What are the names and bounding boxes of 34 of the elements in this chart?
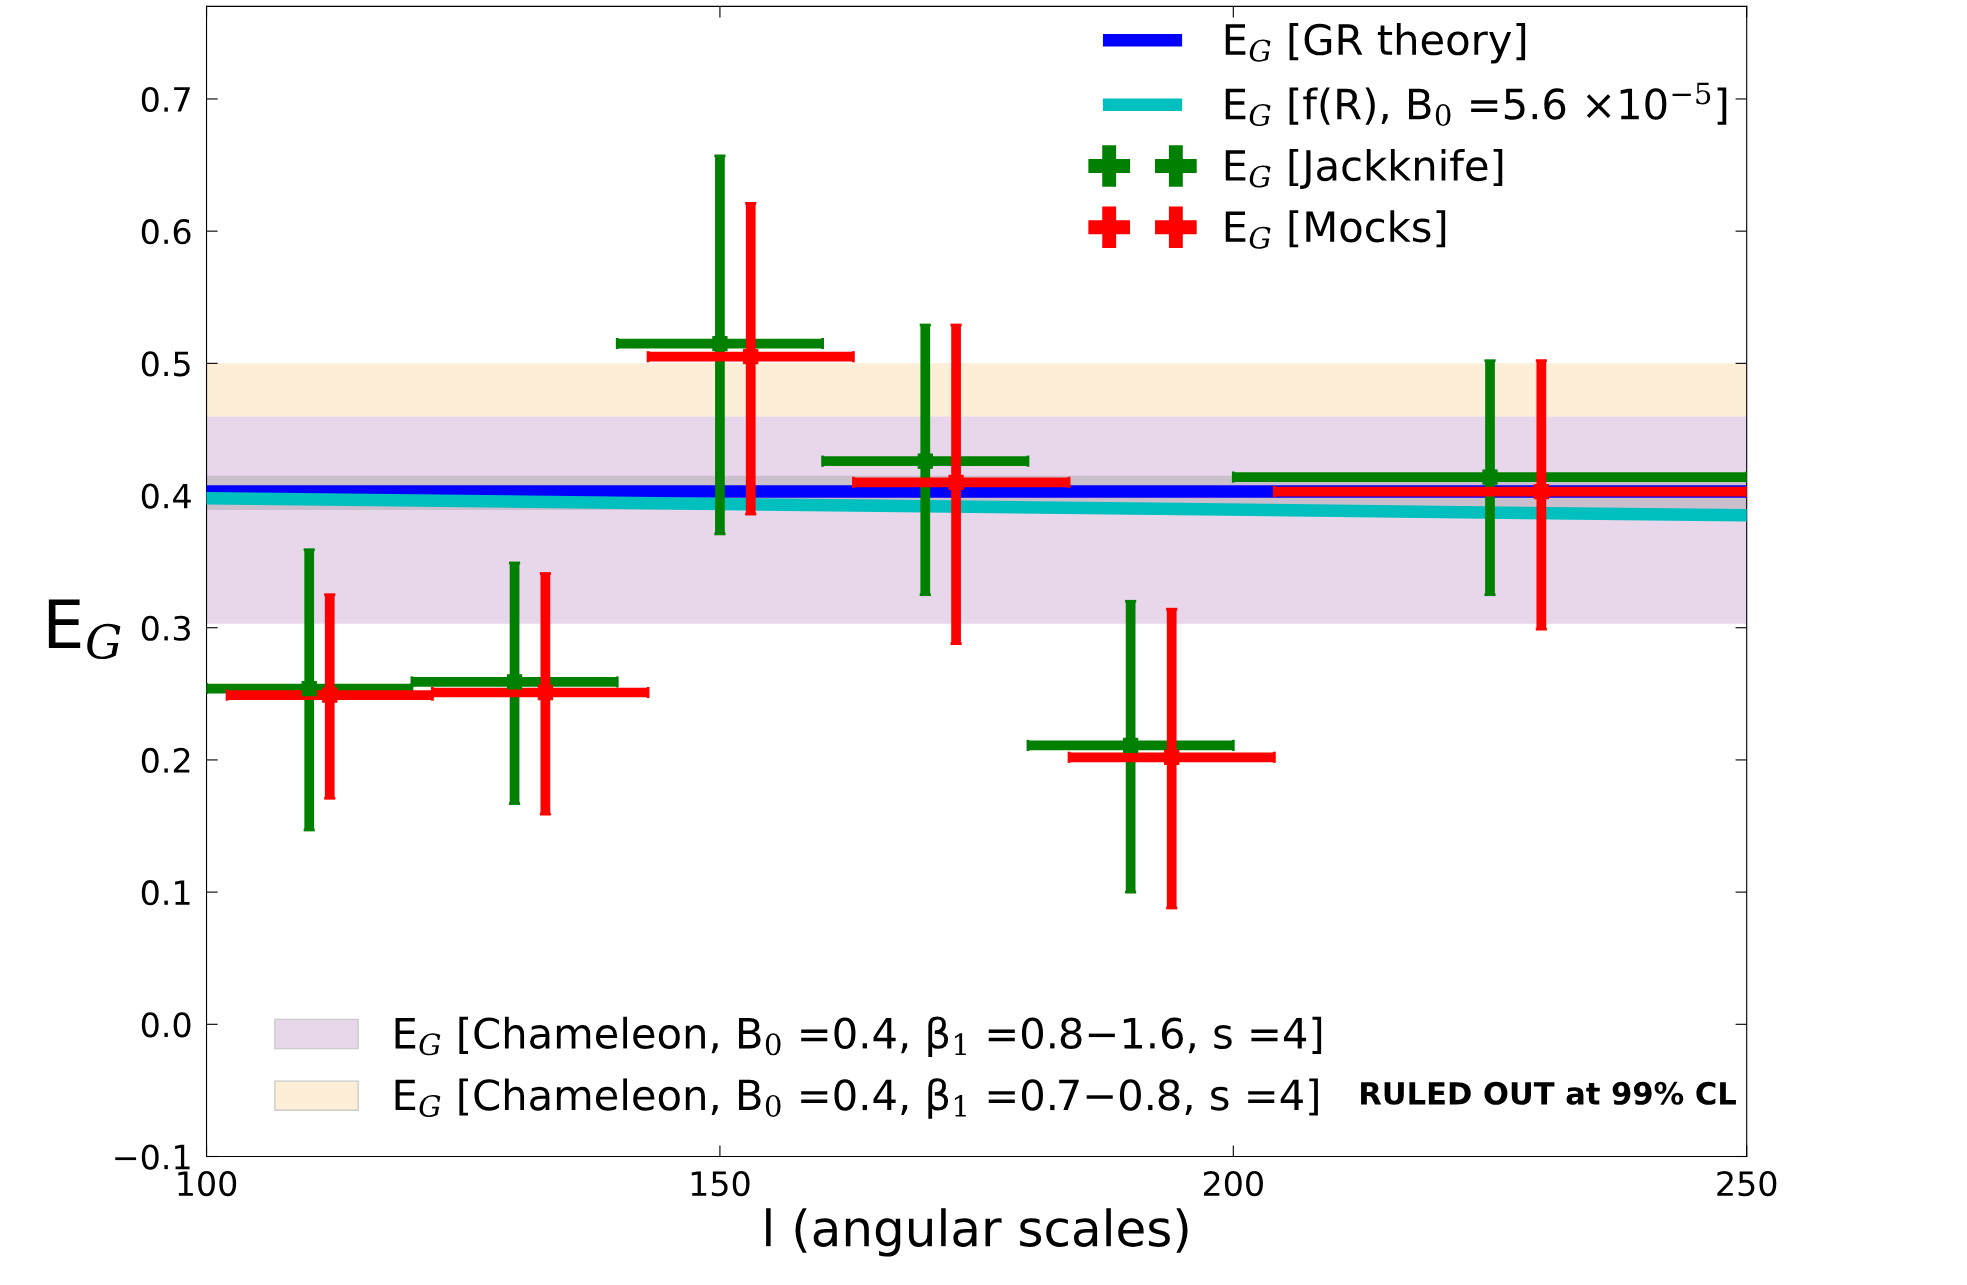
point [743, 349, 759, 365]
legend-label: E$_{G}$ [GR theory] [1225, 23, 1526, 64]
x-tick-label: 100 [178, 1170, 237, 1197]
y-tick-label: 0.5 [141, 351, 190, 377]
point [322, 687, 338, 703]
point [712, 335, 728, 352]
annotation: RULED OUT at 99% CL [1361, 1081, 1736, 1105]
y-tick-label: 0.6 [141, 219, 191, 245]
x-tick-label: 150 [691, 1170, 750, 1197]
y-tick-label: 0.3 [141, 615, 190, 641]
y-tick-label: 0.2 [141, 747, 190, 774]
point [301, 680, 317, 697]
point [1164, 749, 1180, 765]
legend-label: E$_{G}$ [Chameleon, B$_{0}$ =0.4, β$_{1}$ =0.8−1.6, s =4] [395, 1016, 1322, 1058]
legend-label: E$_{G}$ [Jackknife] [1225, 148, 1503, 189]
y-axis-title: E$_{G}$ [48, 599, 121, 660]
point [506, 674, 523, 690]
y-tick-label: −0.1 [115, 1144, 190, 1170]
y-tick-label: 0.1 [141, 880, 190, 906]
legend-label: E$_{G}$ [Mocks] [1225, 210, 1446, 249]
point [948, 474, 964, 490]
x-tick-label: 250 [1717, 1170, 1777, 1197]
point [1122, 737, 1139, 754]
legend-label: E$_{G}$ [f(R), B$_{0}$ =5.6 ×10$^{−5}$] [1225, 82, 1727, 127]
point [537, 684, 554, 701]
x-axis-title: l (angular scales) [766, 1208, 1188, 1257]
point [917, 453, 933, 469]
point [1482, 469, 1498, 485]
y-tick-label: 0.4 [141, 483, 191, 509]
x-tick-label: 200 [1203, 1170, 1263, 1197]
point [1533, 483, 1549, 500]
legend-label: E$_{G}$ [Chameleon, B$_{0}$ =0.4, β$_{1}$ =0.7−0.8, s =4] [395, 1078, 1318, 1119]
y-tick-label: 0.0 [141, 1012, 191, 1038]
y-tick-label: 0.7 [141, 86, 190, 113]
